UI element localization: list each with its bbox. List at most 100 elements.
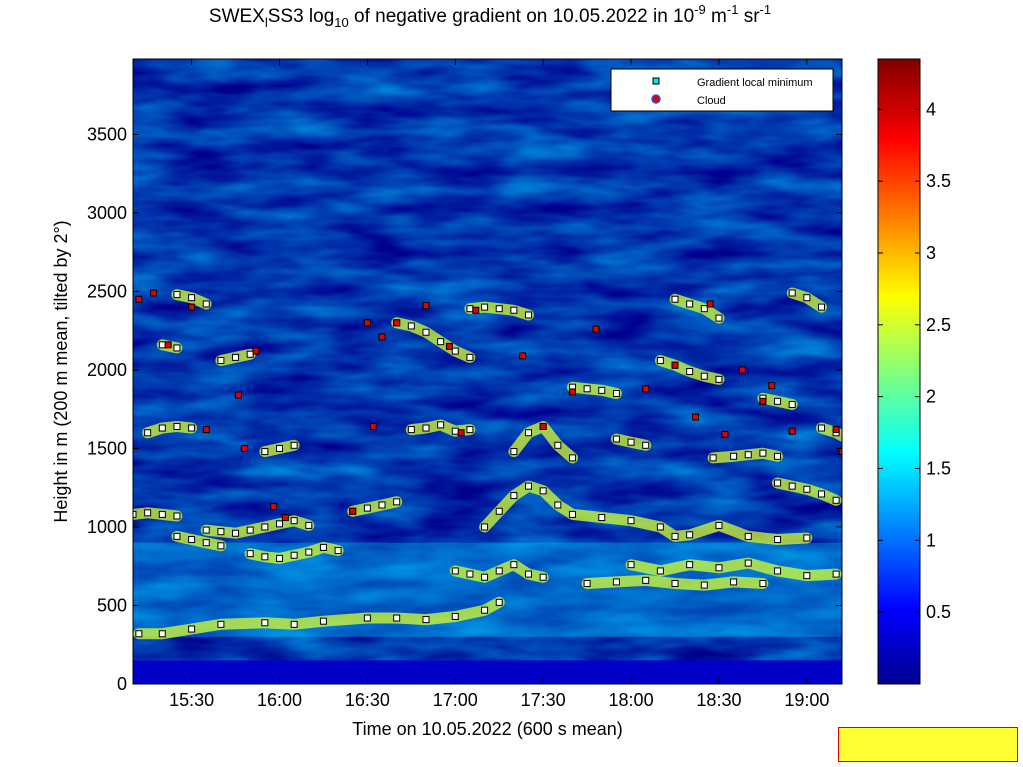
y-tick-label: 500	[97, 595, 127, 615]
gradient-minimum-point	[686, 368, 694, 375]
gradient-minimum-point	[466, 426, 474, 434]
cloud-point	[721, 430, 729, 438]
gradient-minimum-point	[290, 551, 298, 559]
gradient-minimum-point	[832, 496, 840, 504]
gradient-minimum-point	[715, 521, 723, 529]
cloud-point	[378, 333, 386, 341]
gradient-minimum-point	[334, 547, 342, 555]
gradient-minimum-point	[642, 576, 650, 584]
legend-marker-gradient-minimum	[652, 77, 660, 85]
gradient-minimum-point	[407, 426, 415, 434]
cloud-point	[349, 507, 357, 515]
gradient-layer-band	[142, 421, 198, 439]
gradient-minimum-point	[275, 444, 283, 452]
gradient-minimum-point	[525, 570, 533, 578]
gradient-minimum-point	[173, 532, 181, 540]
gradient-minimum-point	[261, 553, 269, 561]
y-axis-label: Height in m (200 m mean, tilted by 2°)	[51, 220, 71, 522]
cloud-point	[422, 302, 430, 310]
gradient-minimum-point	[407, 322, 415, 330]
colorbar-tick-label: 3	[926, 243, 936, 263]
gradient-layer-band	[171, 530, 227, 552]
gradient-minimum-point	[188, 294, 196, 302]
gradient-minimum-point	[510, 561, 518, 569]
gradient-minimum-point	[803, 485, 811, 493]
gradient-minimum-point	[173, 512, 181, 520]
cloud-point	[270, 503, 278, 511]
gradient-minimum-point	[202, 300, 210, 308]
gradient-minimum-point	[422, 424, 430, 432]
gradient-minimum-point	[451, 612, 459, 620]
legend-label-cloud: Cloud	[697, 95, 726, 107]
gradient-minimum-point	[709, 454, 717, 462]
gradient-minimum-point	[700, 372, 708, 380]
gradient-minimum-point	[393, 498, 401, 506]
gradient-minimum-point	[583, 579, 591, 587]
gradient-minimum-point	[135, 630, 143, 638]
cloud-point	[788, 427, 796, 435]
gradient-minimum-point	[642, 441, 650, 449]
x-tick-label: 16:30	[345, 690, 390, 710]
y-tick-label: 2000	[87, 360, 127, 380]
cloud-point	[393, 319, 401, 327]
gradient-minimum-point	[671, 532, 679, 540]
gradient-layer-band	[625, 557, 842, 582]
plot-frame	[132, 58, 843, 685]
gradient-minimum-point	[290, 517, 298, 525]
gradient-minimum-point	[246, 550, 254, 558]
cloud-point	[234, 391, 242, 399]
gradient-minimum-point	[466, 353, 474, 361]
gradient-minimum-point	[525, 429, 533, 437]
cloud-point	[519, 352, 527, 360]
gradient-minimum-point	[583, 385, 591, 393]
cloud-point	[768, 382, 776, 390]
gradient-minimum-point	[817, 490, 825, 498]
colorbar: 0.5 1 1.5 2 2.5 3 3.5 4	[877, 58, 951, 685]
gradient-minimum-point	[730, 578, 738, 586]
gradient-minimum-point	[261, 523, 269, 531]
gradient-minimum-point	[774, 536, 782, 544]
gradient-minimum-point	[744, 532, 752, 540]
cloud-point	[738, 366, 746, 374]
processing-info-box	[838, 727, 1018, 762]
gradient-minimum-point	[774, 452, 782, 460]
gradient-minimum-point	[188, 424, 196, 432]
gradient-minimum-point	[422, 328, 430, 336]
gradient-minimum-point	[378, 501, 386, 509]
gradient-minimum-point	[539, 573, 547, 581]
gradient-minimum-point	[568, 510, 576, 518]
gradient-minimum-point	[803, 572, 811, 580]
cloud-point	[252, 347, 260, 355]
gradient-minimum-point	[481, 303, 489, 311]
gradient-minimum-point	[290, 441, 298, 449]
gradient-minimum-point	[144, 429, 152, 437]
gradient-minimum-point	[759, 449, 767, 457]
x-tick-label: 17:30	[521, 690, 566, 710]
gradient-minimum-point	[158, 630, 166, 638]
gradient-minimum-point	[715, 314, 723, 322]
gradient-minimum-point	[158, 510, 166, 518]
cloud-point	[692, 413, 700, 421]
gradient-minimum-point	[686, 300, 694, 308]
gradient-minimum-point	[554, 441, 562, 449]
cloud-point	[472, 306, 480, 314]
cloud-point	[706, 300, 714, 308]
gradient-minimum-point	[788, 289, 796, 297]
gradient-minimum-point	[612, 578, 620, 586]
chart-title: SWEXlSS3 log10 of negative gradient on 1…	[208, 2, 772, 30]
heatmap-ground-band	[133, 660, 842, 684]
cloud-point	[369, 422, 377, 430]
gradient-minimum-point	[788, 482, 796, 490]
gradient-minimum-point	[525, 482, 533, 490]
gradient-minimum-point	[261, 619, 269, 627]
gradient-minimum-point	[715, 375, 723, 383]
gradient-minimum-point	[744, 559, 752, 567]
gradient-minimum-point	[202, 526, 210, 534]
legend-marker-cloud	[651, 94, 661, 104]
gradient-minimum-point	[554, 501, 562, 509]
gradient-minimum-point	[759, 579, 767, 587]
gradient-minimum-point	[466, 305, 474, 313]
gradient-minimum-point	[437, 338, 445, 346]
cloud-point	[568, 388, 576, 396]
